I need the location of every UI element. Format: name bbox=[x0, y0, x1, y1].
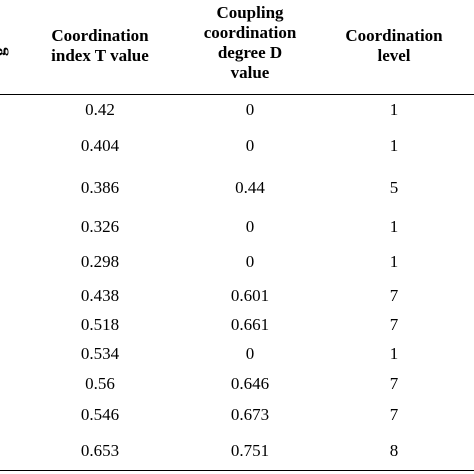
header-line: Coordination bbox=[345, 26, 443, 45]
header-line: level bbox=[377, 46, 411, 65]
cell-d-value: 0.661 bbox=[230, 315, 270, 334]
cell-d-value: 0 bbox=[245, 217, 255, 236]
cropped-column-header: g bbox=[0, 0, 16, 90]
header-line: value bbox=[230, 63, 270, 82]
cell-t-value: 0.518 bbox=[80, 315, 120, 334]
cell-level: 7 bbox=[389, 405, 399, 424]
cell-t-value: 0.546 bbox=[80, 405, 120, 424]
cell-t-value: 0.386 bbox=[80, 178, 120, 197]
cell-d-value: 0 bbox=[245, 100, 255, 119]
cell-t-value: 0.653 bbox=[80, 441, 120, 460]
header-line: Coupling bbox=[216, 3, 284, 22]
cell-level: 1 bbox=[389, 252, 399, 271]
header-line: degree D bbox=[217, 43, 283, 62]
cell-level: 1 bbox=[389, 100, 399, 119]
cell-level: 8 bbox=[389, 441, 399, 460]
cell-level: 7 bbox=[389, 374, 399, 393]
cell-level: 1 bbox=[389, 344, 399, 363]
cell-d-value: 0.601 bbox=[230, 286, 270, 305]
cell-d-value: 0.44 bbox=[235, 178, 265, 197]
header-line: index T value bbox=[51, 46, 149, 65]
cell-level: 7 bbox=[389, 286, 399, 305]
cell-t-value: 0.326 bbox=[80, 217, 120, 236]
header-coupling-degree: Coupling coordination degree D value bbox=[180, 3, 320, 83]
cell-d-value: 0 bbox=[245, 252, 255, 271]
cell-d-value: 0 bbox=[245, 344, 255, 363]
cell-t-value: 0.56 bbox=[85, 374, 115, 393]
header-line: Coordination bbox=[51, 26, 149, 45]
header-line: coordination bbox=[203, 23, 297, 42]
cell-level: 5 bbox=[389, 178, 399, 197]
cell-t-value: 0.404 bbox=[80, 136, 120, 155]
cell-t-value: 0.42 bbox=[85, 100, 115, 119]
cell-t-value: 0.438 bbox=[80, 286, 120, 305]
table-bottom-rule bbox=[0, 470, 474, 471]
cell-level: 7 bbox=[389, 315, 399, 334]
cell-level: 1 bbox=[389, 217, 399, 236]
cell-d-value: 0 bbox=[245, 136, 255, 155]
table-body: 0.42 0 1 0.404 0 1 0.386 0.44 5 0.326 0 1 0.298 0 1 0.4… bbox=[0, 95, 474, 470]
cell-level: 1 bbox=[389, 136, 399, 155]
table-header-rule bbox=[0, 94, 474, 95]
cropped-column-header-text: g bbox=[0, 48, 10, 57]
cell-t-value: 0.534 bbox=[80, 344, 120, 363]
header-coordination-level: Coordination level bbox=[326, 26, 462, 66]
cell-d-value: 0.673 bbox=[230, 405, 270, 424]
cell-d-value: 0.646 bbox=[230, 374, 270, 393]
cell-d-value: 0.751 bbox=[230, 441, 270, 460]
cell-t-value: 0.298 bbox=[80, 252, 120, 271]
header-coordination-index: Coordination index T value bbox=[28, 26, 172, 66]
